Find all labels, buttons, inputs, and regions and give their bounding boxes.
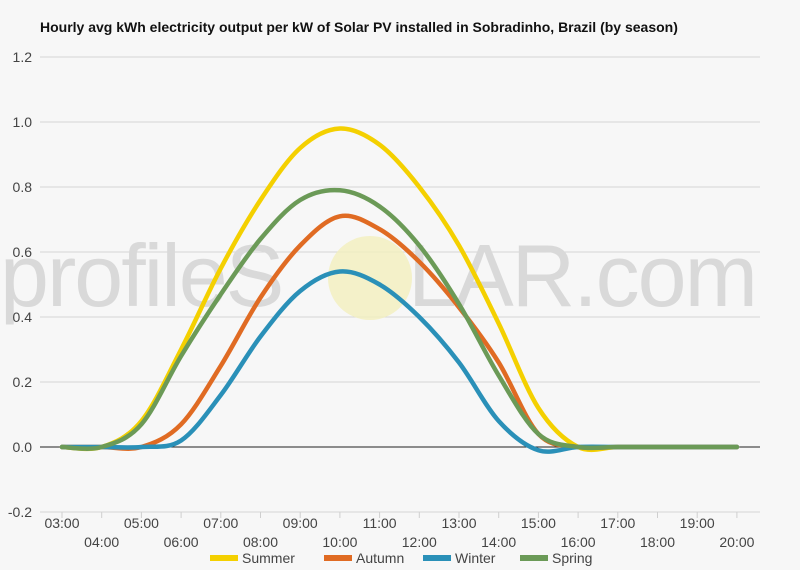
y-tick-label: 0.6 xyxy=(13,244,33,260)
x-tick-label: 14:00 xyxy=(481,534,516,550)
y-tick-label: 1.2 xyxy=(13,49,33,65)
x-tick-label: 11:00 xyxy=(363,515,397,531)
legend-label: Autumn xyxy=(356,550,404,566)
x-tick-label: 10:00 xyxy=(322,534,357,550)
x-tick-label: 07:00 xyxy=(203,515,238,531)
legend-item-winter[interactable]: Winter xyxy=(423,550,496,566)
y-tick-label: -0.2 xyxy=(8,504,32,520)
legend-label: Spring xyxy=(552,550,592,566)
x-tick-label: 05:00 xyxy=(124,515,159,531)
x-tick-label: 12:00 xyxy=(402,534,437,550)
legend-item-autumn[interactable]: Autumn xyxy=(324,550,404,566)
legend-item-summer[interactable]: Summer xyxy=(210,550,295,566)
y-tick-label: 0.0 xyxy=(13,439,33,455)
y-tick-label: 0.2 xyxy=(13,374,33,390)
legend[interactable]: Summer Autumn Winter Spring xyxy=(210,550,592,566)
legend-swatch xyxy=(324,555,352,561)
legend-label: Winter xyxy=(455,550,496,566)
chart-title: Hourly avg kWh electricity output per kW… xyxy=(40,19,678,35)
legend-swatch xyxy=(423,555,451,561)
x-tick-label: 08:00 xyxy=(243,534,278,550)
x-tick-label: 13:00 xyxy=(441,515,476,531)
x-tick-label: 15:00 xyxy=(521,515,556,531)
x-tick-label: 06:00 xyxy=(164,534,199,550)
watermark-text-right: LAR.com xyxy=(408,226,756,325)
y-tick-label: 1.0 xyxy=(13,114,33,130)
x-tick-label: 16:00 xyxy=(561,534,596,550)
y-tick-label: 0.8 xyxy=(13,179,33,195)
x-tick-label: 19:00 xyxy=(680,515,715,531)
x-tick-label: 17:00 xyxy=(600,515,635,531)
series-line-spring xyxy=(59,187,740,451)
legend-label: Summer xyxy=(242,550,295,566)
x-tick-label: 18:00 xyxy=(640,534,675,550)
x-tick-label: 03:00 xyxy=(44,515,79,531)
x-tick-label: 09:00 xyxy=(283,515,318,531)
legend-swatch xyxy=(210,555,238,561)
x-tick-label: 04:00 xyxy=(84,534,119,550)
legend-item-spring[interactable]: Spring xyxy=(520,550,592,566)
legend-swatch xyxy=(520,555,548,561)
series-lines xyxy=(59,126,740,454)
x-tick-label: 20:00 xyxy=(719,534,754,550)
y-tick-label: 0.4 xyxy=(13,309,33,325)
watermark-text-left: profileS xyxy=(0,226,282,325)
watermark: profileS LAR.com xyxy=(0,226,758,325)
y-axis-ticks: -0.2 0.0 0.2 0.4 0.6 0.8 1.0 1.2 xyxy=(8,49,32,520)
